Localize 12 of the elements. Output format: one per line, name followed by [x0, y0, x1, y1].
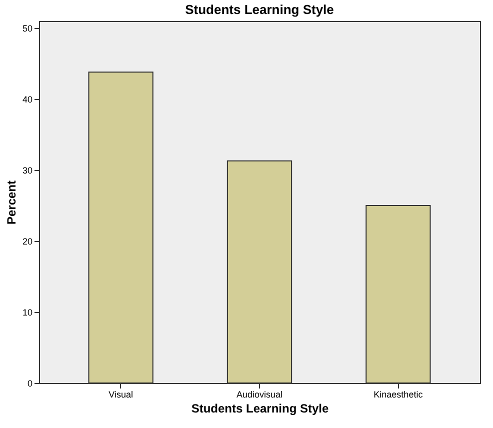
y-tick-label: 10	[22, 308, 32, 318]
y-tick-label: 30	[22, 166, 32, 176]
chart-title: Students Learning Style	[185, 2, 334, 17]
y-tick-label: 50	[22, 24, 32, 34]
y-tick-label: 40	[22, 94, 32, 105]
y-axis-title: Percent	[4, 180, 18, 225]
x-tick-label: Visual	[108, 390, 133, 400]
y-tick-label: 0	[27, 378, 32, 388]
x-tick-label: Audiovisual	[236, 390, 283, 400]
x-tick-label: Kinaesthetic	[374, 390, 424, 400]
x-axis-title: Students Learning Style	[191, 402, 329, 416]
y-tick-label: 20	[22, 236, 32, 247]
